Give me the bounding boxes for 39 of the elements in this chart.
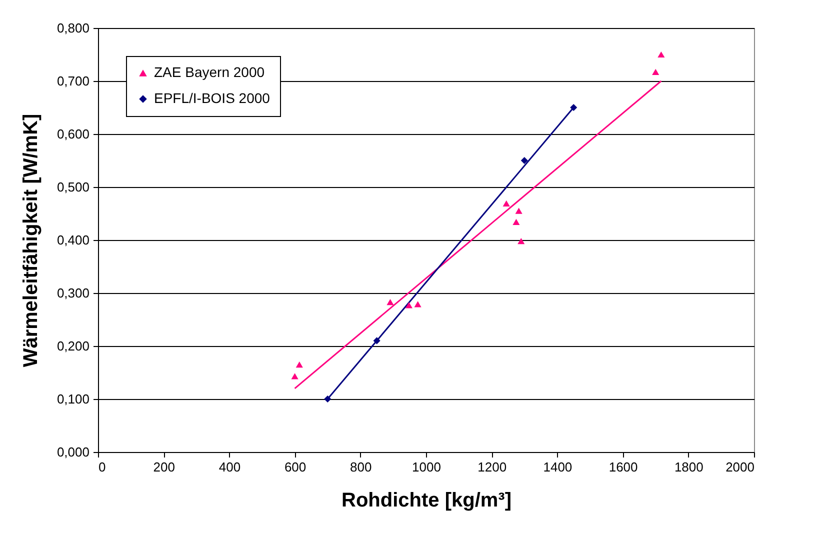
x-tick-label: 200 [153, 460, 175, 474]
point [658, 51, 665, 58]
y-tick-label: 0,500 [56, 180, 90, 194]
point [512, 218, 520, 226]
x-axis-title: Rohdichte [kg/m³] [342, 490, 512, 512]
point [652, 68, 660, 76]
y-tick-label: 0,400 [56, 232, 90, 248]
y-axis-title: Wärmeleitfähigkeit [W/mK] [20, 114, 42, 368]
x-tick-label: 2000 [726, 460, 754, 474]
point [291, 373, 298, 380]
legend-label: ZAE Bayern 2000 [154, 64, 265, 80]
point [296, 361, 303, 368]
point [324, 395, 332, 403]
y-tick-label: 0,100 [56, 392, 90, 406]
x-tick-label: 1200 [478, 460, 507, 474]
point [518, 238, 525, 244]
y-tick-label: 0,800 [56, 20, 90, 36]
y-tick-label: 0,000 [56, 444, 90, 460]
y-tick-label: 0,700 [56, 74, 90, 88]
x-tick-label: 400 [218, 460, 241, 474]
legend-label: EPFL/I-BOIS 2000 [154, 90, 270, 106]
point [515, 208, 522, 214]
x-tick-label: 1000 [412, 460, 441, 474]
x-tick-label: 600 [284, 460, 306, 474]
x-tick-label: 1400 [543, 460, 572, 474]
y-tick-label: 0,600 [56, 126, 90, 142]
x-tick-label: 800 [350, 460, 372, 474]
x-tick-label: 1800 [674, 460, 704, 474]
point [386, 298, 394, 306]
point [502, 200, 510, 206]
point [373, 337, 380, 344]
x-tick-label: 0 [98, 460, 106, 474]
y-tick-label: 0,200 [56, 338, 90, 354]
x-tick-label: 1600 [608, 460, 638, 474]
point [570, 104, 578, 112]
point [414, 301, 422, 308]
point [405, 302, 412, 308]
y-tick-label: 0,300 [56, 286, 90, 300]
point [520, 156, 528, 164]
